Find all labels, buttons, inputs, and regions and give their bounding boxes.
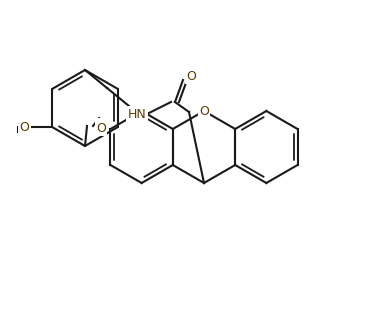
Text: O: O (199, 105, 209, 118)
Text: O: O (186, 69, 196, 82)
Text: HN: HN (127, 108, 146, 120)
Text: O: O (96, 120, 106, 132)
Text: O: O (19, 120, 29, 133)
Text: O: O (96, 121, 106, 134)
